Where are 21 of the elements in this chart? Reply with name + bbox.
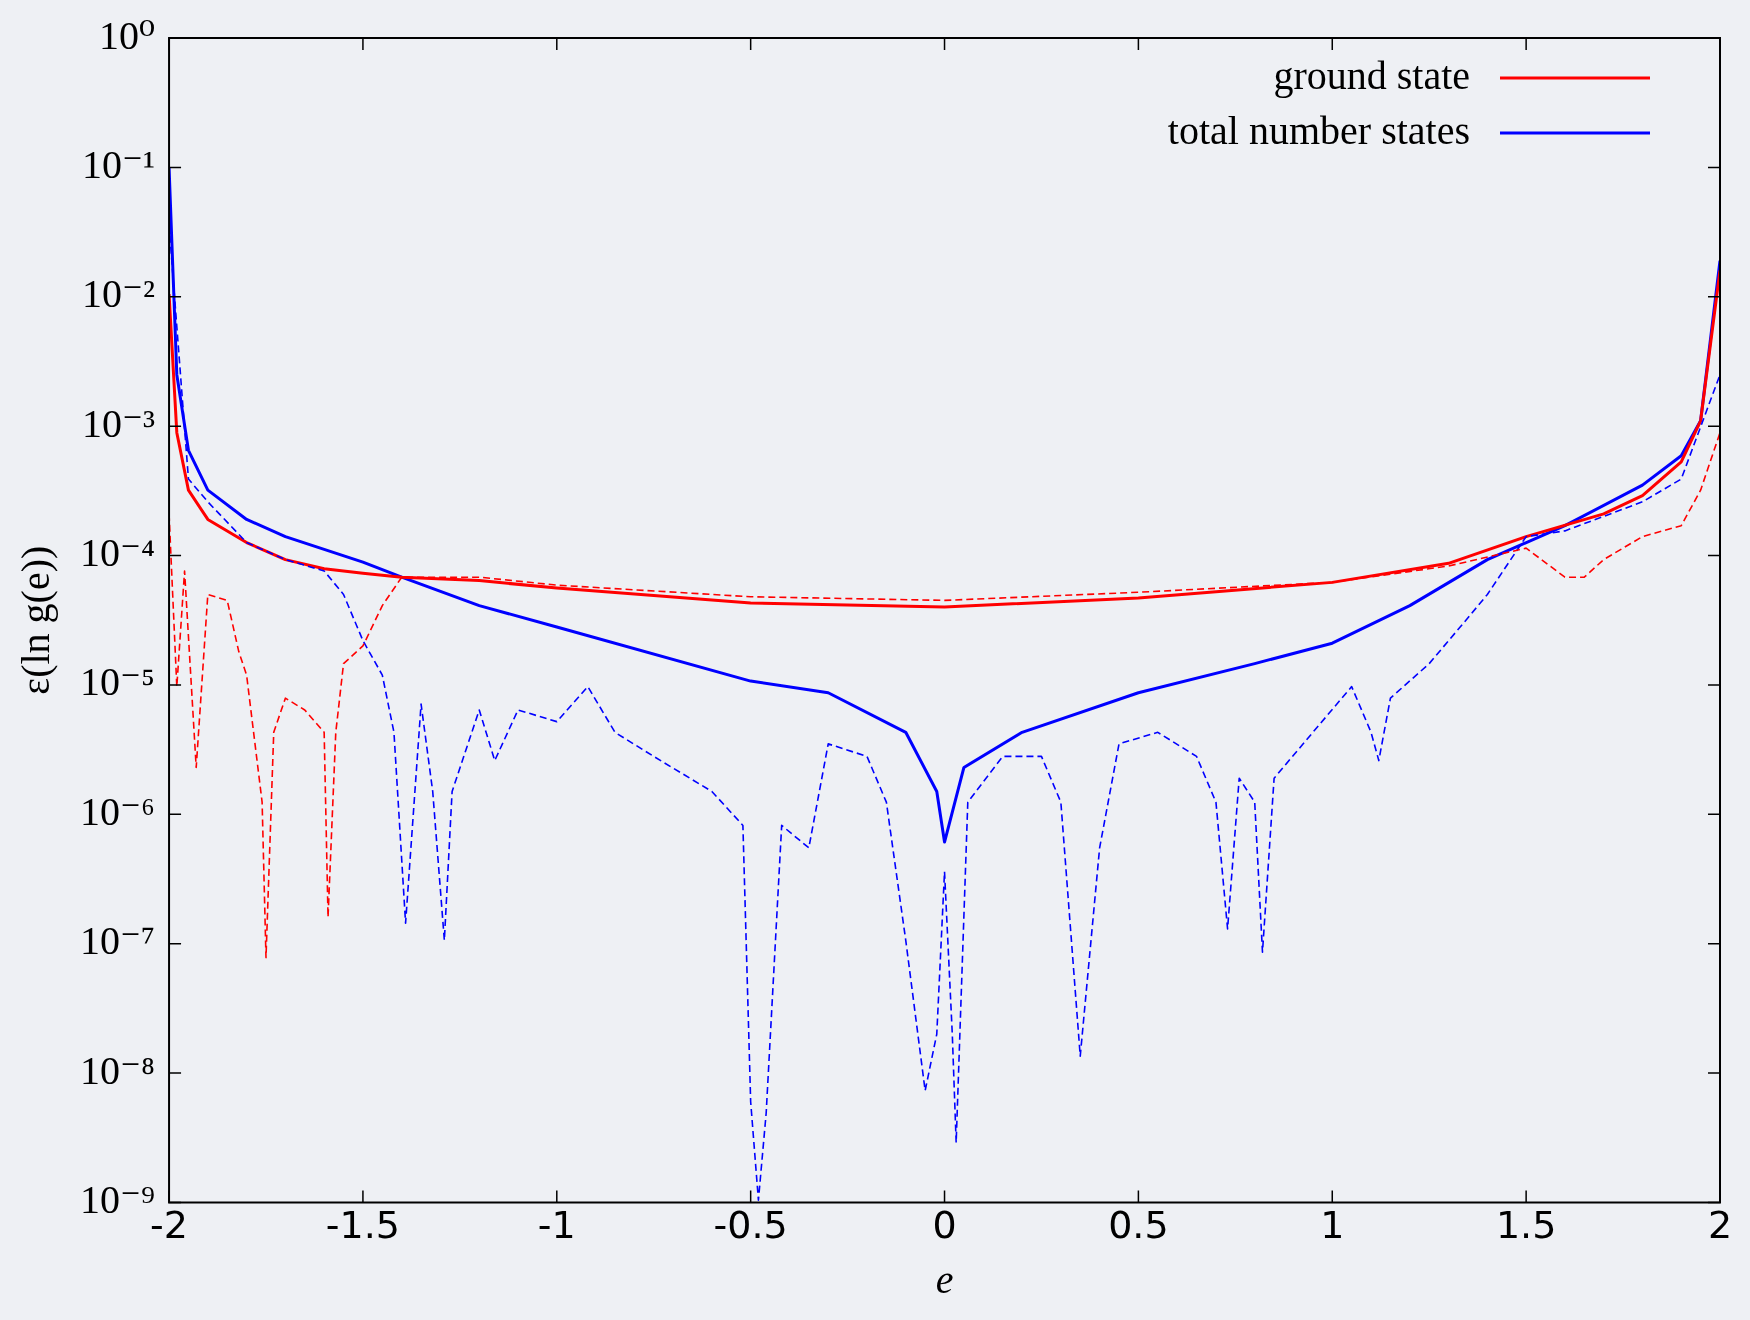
x-tick-label: 2 [1707, 1203, 1733, 1248]
x-tick-label: 1.5 [1495, 1203, 1557, 1248]
x-tick-label: 0 [932, 1203, 957, 1248]
y-tick-label: 10⁻⁶ [80, 788, 156, 834]
legend-label: ground state [1273, 52, 1470, 98]
y-axis-title: ε(ln g(e)) [12, 545, 58, 695]
y-tick-label: 10⁻³ [81, 400, 156, 446]
y-tick-label: 10⁻² [81, 271, 156, 317]
x-axis-title: e [935, 1256, 954, 1302]
y-tick-label: 10⁰ [99, 12, 156, 58]
y-tick-label: 10⁻⁷ [80, 918, 156, 964]
y-tick-label: 10⁻⁸ [80, 1047, 156, 1093]
x-tick-label: -1 [537, 1203, 576, 1248]
x-tick-label: -0.5 [713, 1203, 788, 1248]
legend-label: total number states [1167, 107, 1470, 153]
y-tick-label: 10⁻⁵ [80, 659, 156, 705]
y-tick-label: 10⁻¹ [81, 141, 156, 187]
x-tick-label: -1.5 [325, 1203, 400, 1248]
x-tick-label: 1 [1320, 1203, 1345, 1248]
y-tick-label: 10⁻⁴ [80, 530, 156, 576]
x-tick-label: 0.5 [1108, 1203, 1169, 1248]
